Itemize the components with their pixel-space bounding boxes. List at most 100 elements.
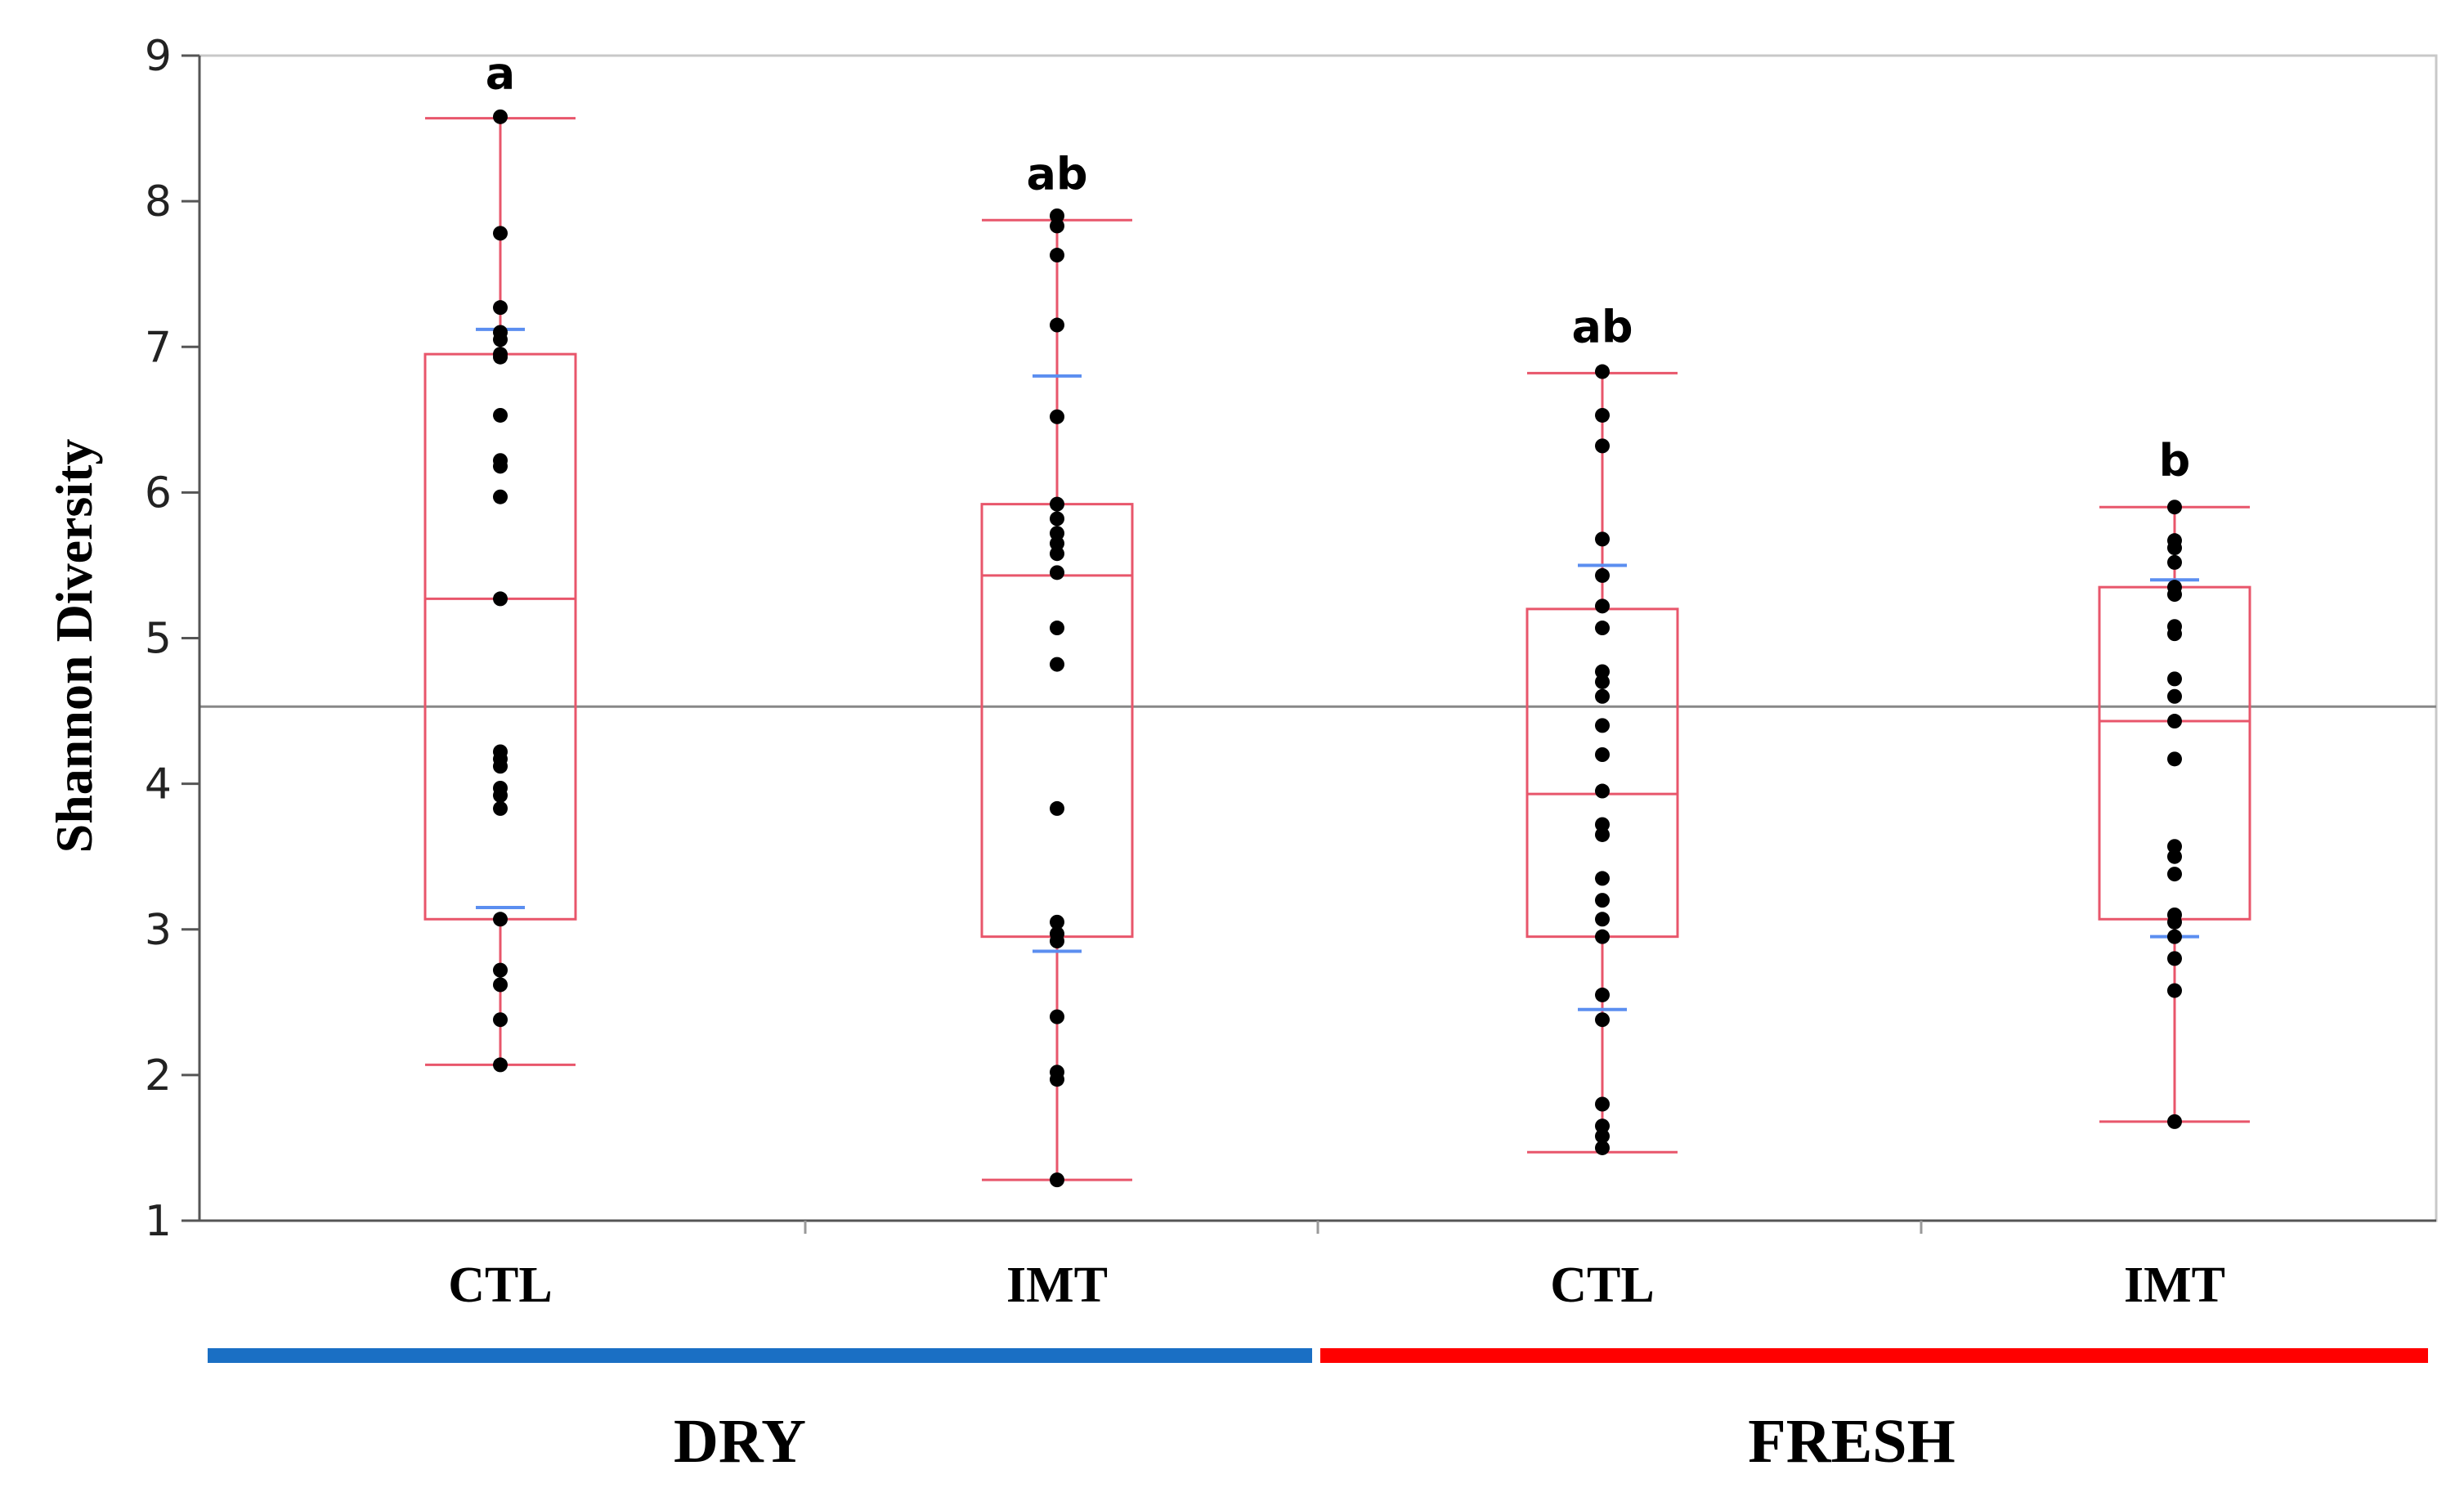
y-axis: 1 2 3 4 5 6 7 8 9 (145, 32, 201, 1246)
category-label: IMT (2124, 1257, 2225, 1313)
data-point (1050, 800, 1064, 816)
data-point (493, 109, 508, 124)
data-point (2167, 867, 2182, 882)
data-point (2167, 540, 2182, 556)
data-point (1050, 546, 1064, 562)
category-label: CTL (1550, 1257, 1654, 1313)
data-point (2167, 839, 2182, 854)
data-point (493, 912, 508, 927)
significance-letter: ab (1571, 301, 1633, 352)
data-point (1050, 496, 1064, 512)
data-point (1595, 1118, 1610, 1134)
data-point (2167, 626, 2182, 642)
data-point (493, 787, 508, 803)
data-point (1595, 364, 1610, 379)
data-point (1050, 536, 1064, 551)
data-point (1595, 598, 1610, 614)
data-point (1595, 688, 1610, 704)
data-point (2167, 587, 2182, 603)
data-point (2167, 929, 2182, 944)
data-point (493, 332, 508, 347)
data-point (1595, 664, 1610, 679)
data-point (2167, 554, 2182, 570)
data-point (2167, 1114, 2182, 1129)
data-point (1050, 248, 1064, 263)
data-point (493, 226, 508, 241)
data-point (1050, 511, 1064, 527)
data-point (493, 349, 508, 365)
data-point (2167, 914, 2182, 930)
data-point (493, 800, 508, 816)
group-label-dry: DRY (674, 1407, 806, 1476)
data-point (1595, 621, 1610, 636)
y-tick-label: 5 (145, 615, 172, 664)
data-point (493, 759, 508, 774)
data-point (493, 1012, 508, 1028)
data-point (1050, 218, 1064, 234)
data-point (1050, 317, 1064, 333)
data-point (1595, 718, 1610, 733)
data-point (1595, 871, 1610, 886)
y-tick-label: 1 (145, 1197, 172, 1246)
y-tick-label: 7 (145, 323, 172, 372)
data-point (493, 489, 508, 504)
group-bars-layer: DRY FRESH (208, 1348, 2428, 1476)
category-label: IMT (1006, 1257, 1108, 1313)
data-point (493, 459, 508, 474)
data-point (1050, 1172, 1064, 1188)
plot-area-frame (198, 54, 2438, 1222)
data-point (2167, 500, 2182, 515)
data-point (1595, 817, 1610, 832)
data-point (1595, 747, 1610, 762)
data-point (1050, 526, 1064, 541)
data-point (1595, 783, 1610, 799)
data-point (1050, 914, 1064, 930)
box-dry-imt: ab IMT (980, 148, 1134, 1313)
y-axis-label: Shannon Diversity (45, 439, 103, 854)
data-point (1050, 1072, 1064, 1087)
data-point (1595, 438, 1610, 454)
data-point (2167, 688, 2182, 704)
box-fresh-imt: b IMT (2098, 435, 2251, 1313)
data-point (2167, 983, 2182, 998)
data-point (1595, 1140, 1610, 1155)
significance-letter: b (2159, 435, 2191, 486)
data-point (1595, 407, 1610, 423)
significance-letter: ab (1026, 148, 1087, 199)
data-point (493, 407, 508, 423)
data-point (1595, 674, 1610, 689)
data-point (1050, 657, 1064, 672)
group-label-fresh: FRESH (1748, 1407, 1955, 1476)
y-tick-label: 4 (145, 760, 172, 809)
y-tick-label: 8 (145, 177, 172, 226)
data-point (493, 977, 508, 993)
data-point (1595, 531, 1610, 547)
data-point (1595, 987, 1610, 1002)
iqr-box (1525, 607, 1679, 939)
y-tick-label: 6 (145, 468, 172, 518)
data-point (493, 962, 508, 978)
data-point (1595, 827, 1610, 842)
data-point (493, 1057, 508, 1073)
data-point (1595, 893, 1610, 908)
data-point (1595, 912, 1610, 927)
x-axis (199, 1219, 2436, 1234)
data-point (1050, 208, 1064, 223)
data-point (1050, 565, 1064, 580)
box-dry-ctl: a CTL (423, 48, 577, 1313)
data-point (1050, 934, 1064, 948)
data-point (2167, 849, 2182, 864)
significance-letter: a (486, 48, 515, 100)
box-fresh-ctl: ab CTL (1525, 301, 1679, 1313)
data-point (493, 300, 508, 316)
y-tick-label: 9 (145, 32, 172, 81)
data-point (1050, 621, 1064, 636)
y-tick-label: 3 (145, 906, 172, 955)
data-point (1595, 1096, 1610, 1112)
data-point (2167, 671, 2182, 687)
data-point (2167, 751, 2182, 767)
data-point (1050, 1009, 1064, 1024)
data-point (493, 591, 508, 607)
category-label: CTL (448, 1257, 552, 1313)
